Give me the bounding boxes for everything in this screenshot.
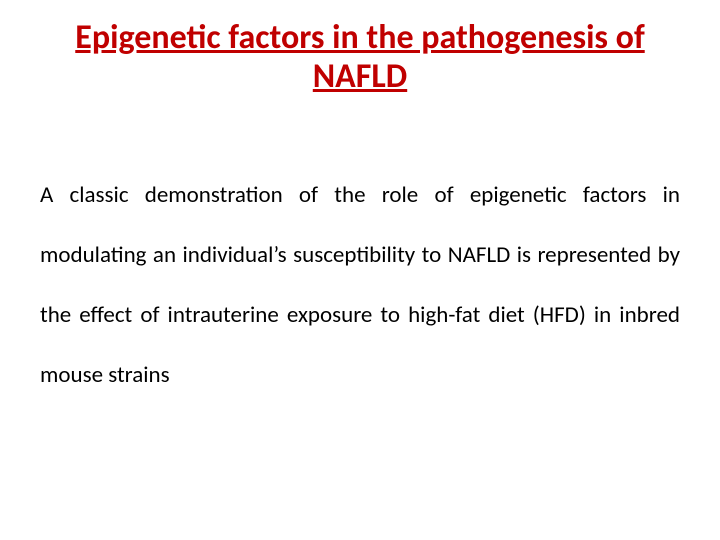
slide-title: Epigenetic factors in the pathogenesis o… bbox=[40, 18, 680, 96]
slide: Epigenetic factors in the pathogenesis o… bbox=[0, 0, 720, 540]
slide-body-text: A classic demonstration of the role of e… bbox=[40, 166, 680, 405]
